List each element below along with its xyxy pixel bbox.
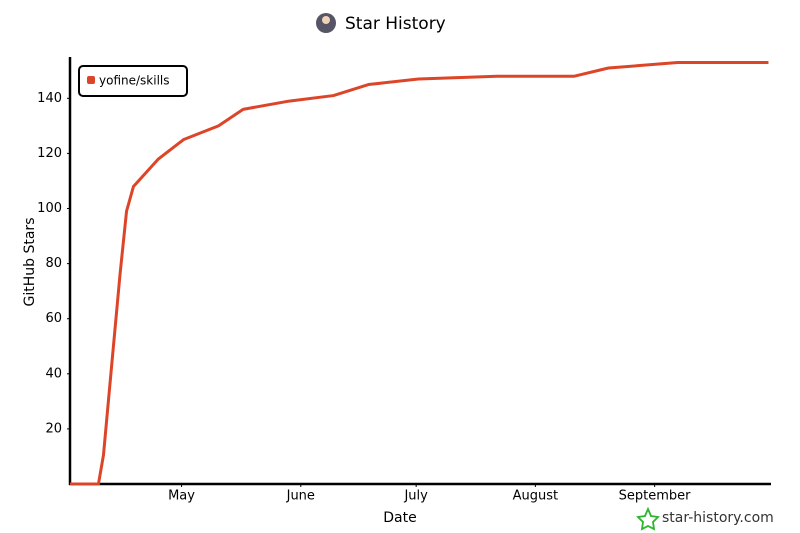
x-tick-label: May [168, 489, 195, 504]
y-tick-label: 40 [45, 366, 62, 381]
y-tick-label: 120 [37, 146, 62, 161]
x-axis-label: Date [383, 510, 416, 526]
x-tick-label: July [403, 489, 428, 504]
y-tick-label: 80 [45, 256, 62, 271]
chart-title: Star History [345, 14, 446, 34]
series-line [70, 61, 769, 486]
y-tick-label: 60 [45, 311, 62, 326]
x-tick-label: August [513, 489, 559, 504]
x-tick-label: June [286, 489, 315, 504]
legend-swatch [87, 76, 95, 84]
y-tick-label: 140 [37, 91, 62, 106]
legend-label: yofine/skills [99, 74, 170, 88]
legend-box [78, 65, 188, 97]
watermark: star-history.com [662, 510, 774, 526]
y-axis-label: GitHub Stars [22, 218, 38, 307]
avatar-face [322, 16, 330, 24]
y-tick-label: 20 [45, 421, 62, 436]
y-tick-label: 100 [37, 201, 62, 216]
watermark-icon [636, 506, 660, 531]
x-tick-label: September [619, 489, 692, 504]
